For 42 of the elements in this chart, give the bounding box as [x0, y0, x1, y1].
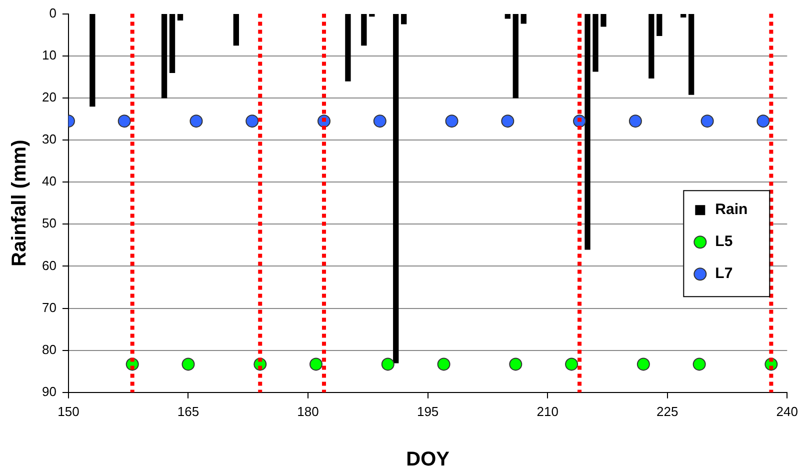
bar — [592, 14, 598, 72]
y-tick-label: 90 — [42, 384, 56, 399]
bar — [600, 14, 606, 27]
bar — [648, 14, 654, 78]
bar — [584, 14, 590, 250]
bar — [361, 14, 367, 46]
bar — [161, 14, 168, 98]
legend-label: L7 — [715, 265, 733, 282]
bar — [401, 14, 407, 24]
bar — [504, 14, 510, 19]
bar — [233, 14, 239, 46]
bar — [393, 14, 399, 364]
bar — [345, 14, 351, 82]
x-tick-label: 150 — [58, 404, 80, 419]
y-tick-label: 80 — [42, 342, 56, 357]
bar — [520, 14, 526, 24]
bar — [369, 14, 375, 17]
y-tick-label: 0 — [49, 5, 56, 20]
legend-label: Rain — [715, 201, 748, 218]
legend-label: L5 — [715, 233, 733, 250]
bar — [656, 14, 662, 36]
bar — [90, 14, 96, 107]
y-tick-label: 10 — [42, 47, 56, 62]
y-axis-title: Rainfall (mm) — [8, 140, 31, 266]
y-tick-label: 70 — [42, 300, 56, 315]
y-tick-label: 50 — [42, 216, 56, 231]
bar — [177, 14, 184, 20]
y-tick-label: 40 — [42, 174, 56, 189]
y-tick-label: 30 — [42, 132, 56, 147]
bar — [512, 14, 518, 98]
y-tick-label: 60 — [42, 258, 56, 273]
bar — [688, 14, 694, 95]
y-tick-label: 20 — [42, 90, 56, 105]
x-tick-label: 240 — [776, 404, 798, 419]
bar — [169, 14, 176, 74]
x-tick-label: 180 — [297, 404, 319, 419]
x-tick-label: 195 — [416, 404, 439, 419]
bar — [680, 14, 686, 18]
x-tick-label: 165 — [177, 404, 200, 419]
x-tick-label: 210 — [536, 404, 558, 419]
x-tick-label: 225 — [656, 404, 678, 419]
x-axis-title: DOY — [406, 448, 450, 471]
